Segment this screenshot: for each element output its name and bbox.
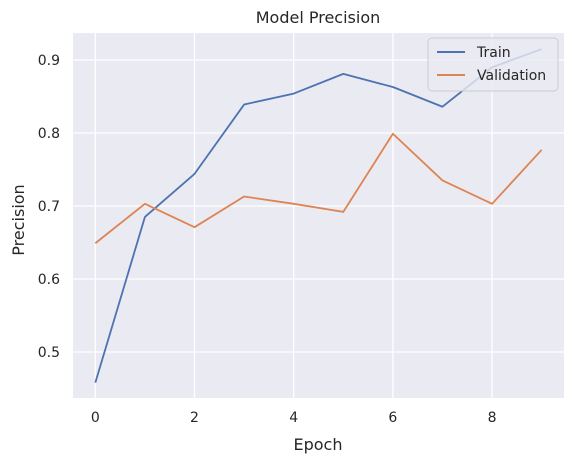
chart-title: Model Precision — [256, 8, 381, 27]
y-tick-label: 0.9 — [38, 53, 60, 69]
y-tick-label: 0.7 — [38, 199, 60, 215]
y-tick-label: 0.6 — [38, 272, 60, 288]
tick-labels: 0 2 4 6 8 0.5 0.6 0.7 0.8 0.9 — [38, 53, 497, 426]
x-tick-label: 2 — [190, 410, 199, 426]
y-tick-label: 0.5 — [38, 345, 60, 361]
legend-label-validation: Validation — [477, 68, 546, 84]
y-axis-label: Precision — [9, 184, 28, 255]
plot-background — [73, 33, 564, 398]
x-axis-label: Epoch — [294, 435, 343, 454]
x-tick-label: 4 — [289, 410, 298, 426]
x-tick-label: 0 — [91, 410, 100, 426]
y-tick-label: 0.8 — [38, 126, 60, 142]
x-tick-label: 6 — [388, 410, 397, 426]
legend: Train Validation — [427, 37, 559, 92]
legend-label-train: Train — [476, 45, 511, 61]
series-line-validation — [94, 132, 543, 244]
x-tick-label: 8 — [488, 410, 497, 426]
